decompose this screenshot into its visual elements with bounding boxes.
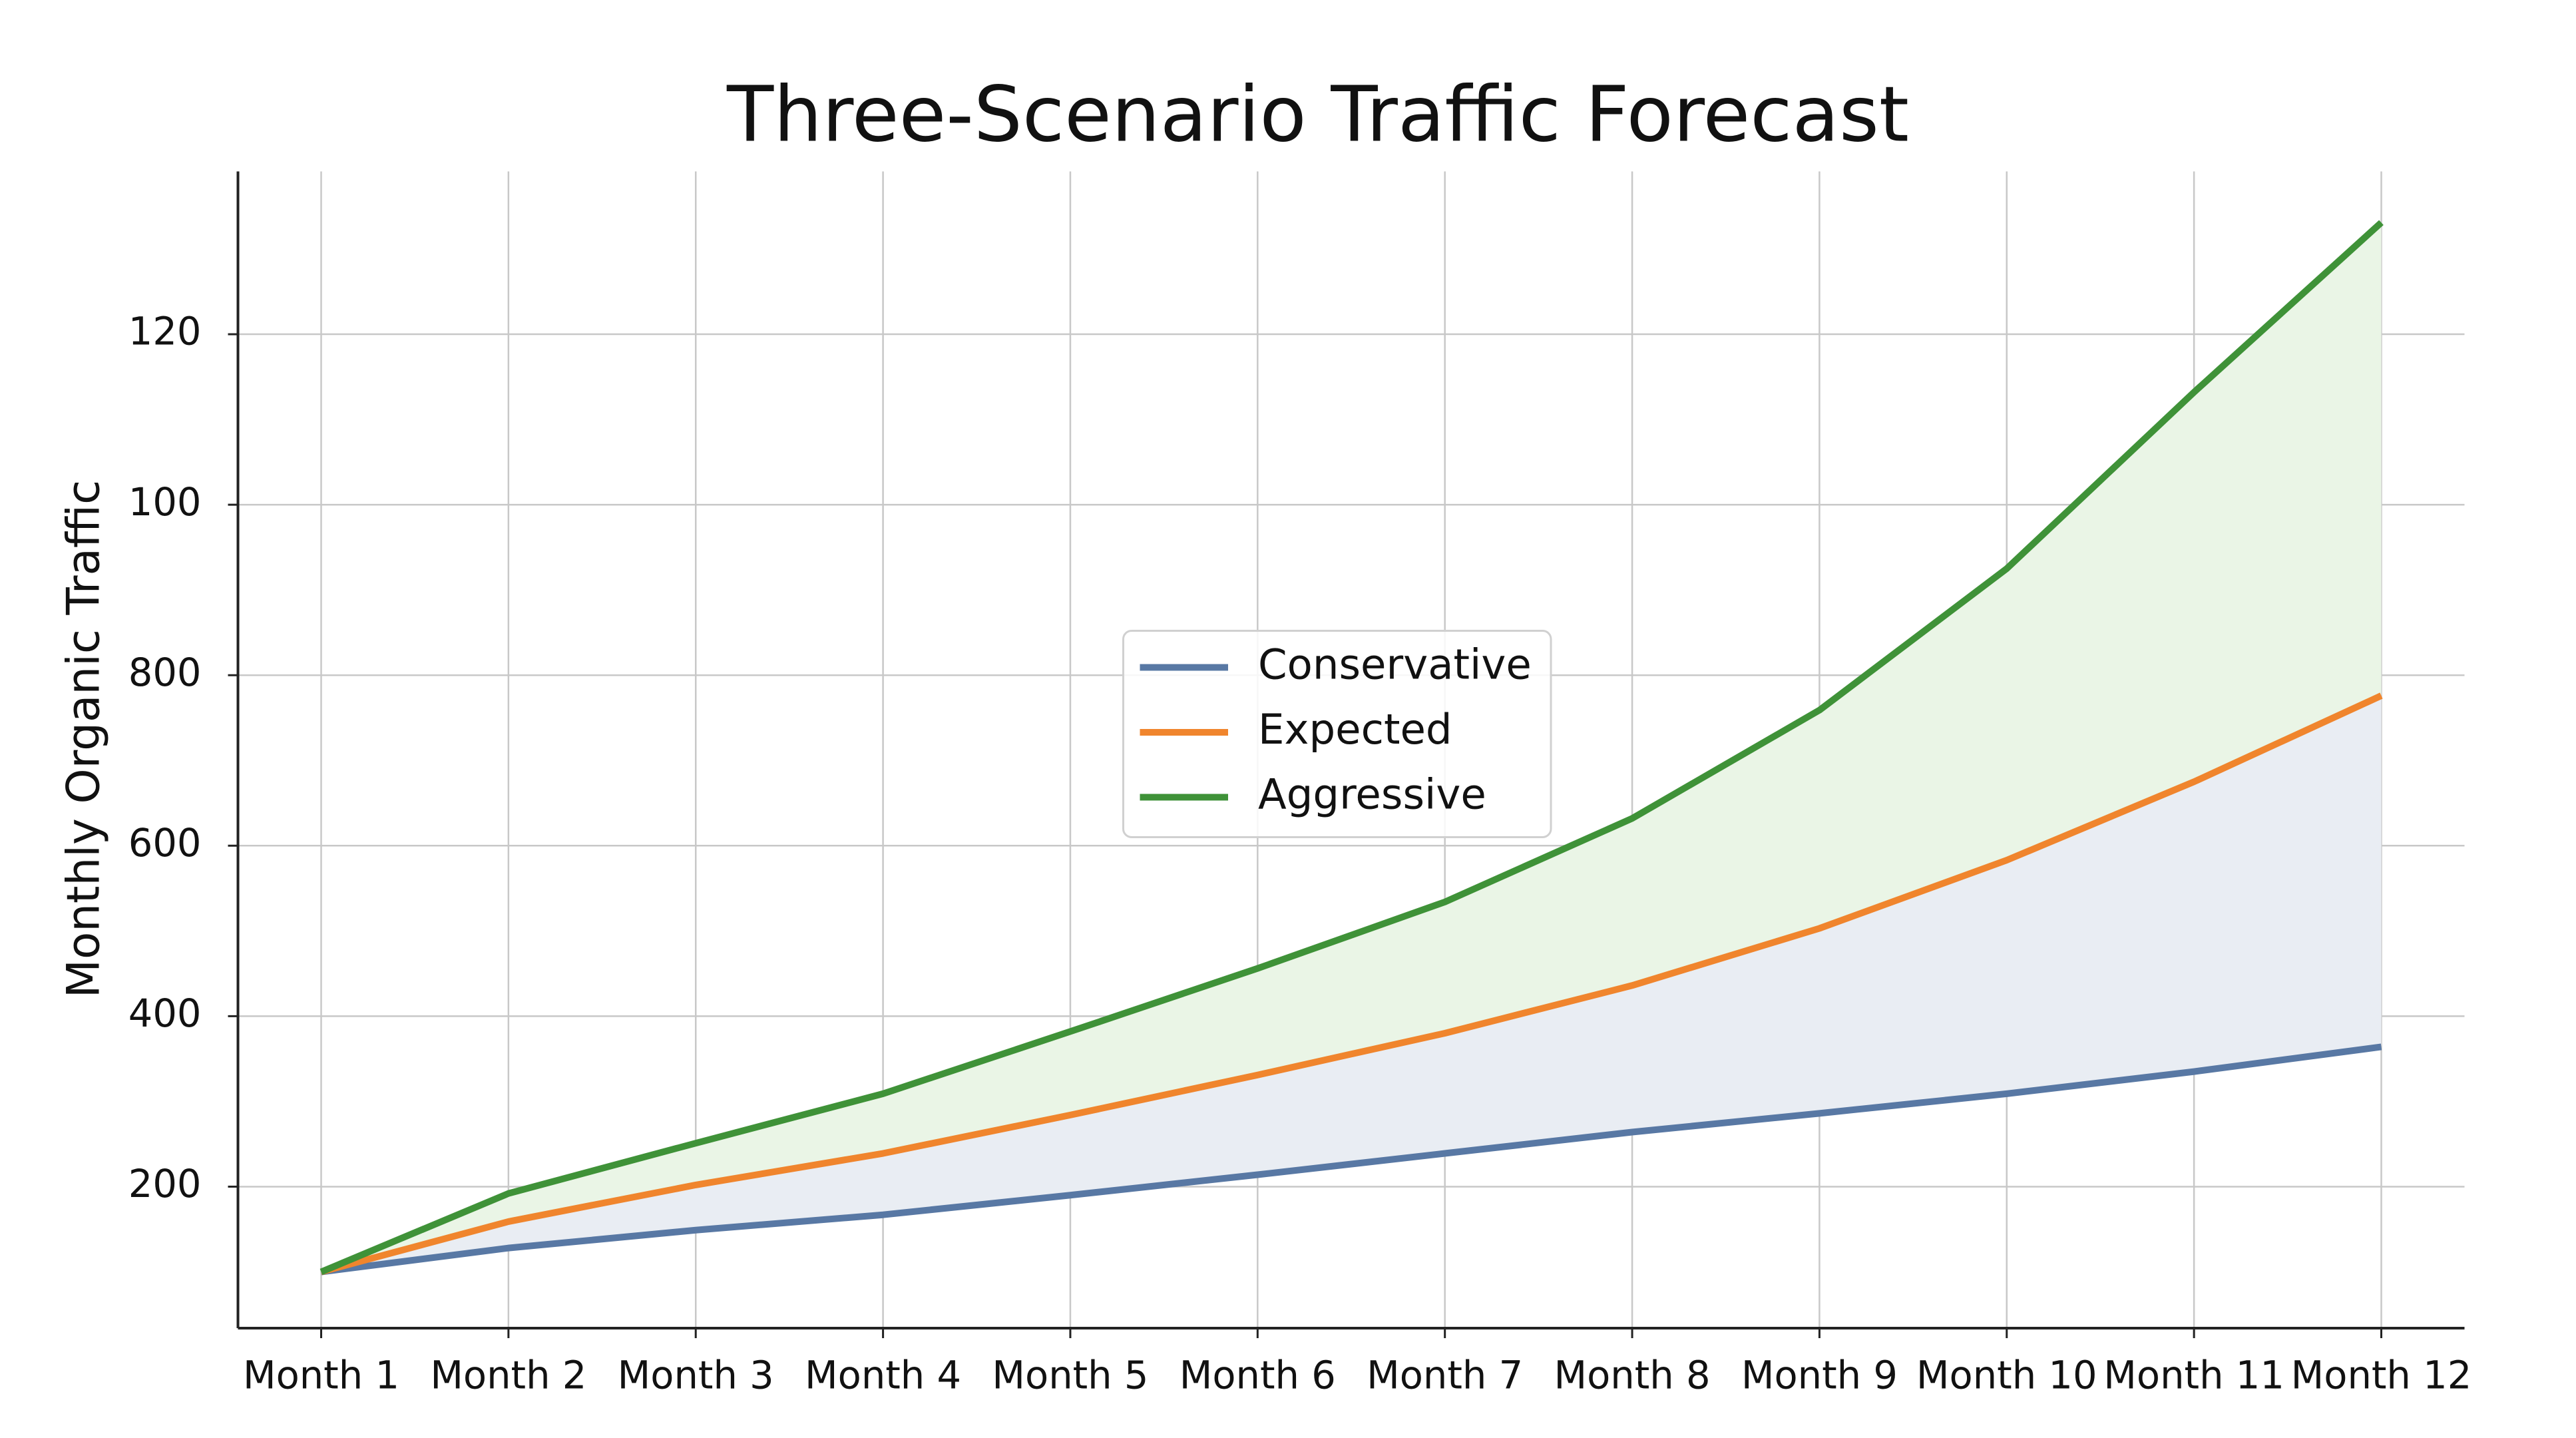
- legend-label: Expected: [1258, 705, 1452, 754]
- y-tick-label: 600: [128, 821, 202, 865]
- y-tick-label: 400: [128, 991, 202, 1036]
- x-tick-label: Month 9: [1741, 1353, 1898, 1398]
- legend-label: Aggressive: [1258, 770, 1486, 819]
- x-tick-label: Month 6: [1180, 1353, 1336, 1398]
- chart-title: Three-Scenario Traffic Forecast: [726, 71, 1909, 160]
- y-axis-label: Monthly Organic Traffic: [57, 480, 110, 999]
- x-tick-label: Month 5: [992, 1353, 1148, 1398]
- y-tick-label: 100: [128, 480, 202, 525]
- x-tick-label: Month 2: [430, 1353, 586, 1398]
- x-tick-label: Month 12: [2291, 1353, 2472, 1398]
- y-tick-label: 800: [128, 650, 202, 695]
- legend-box: [1122, 630, 1552, 838]
- x-tick-label: Month 4: [805, 1353, 961, 1398]
- y-tick-label: 200: [128, 1162, 202, 1206]
- fill-area: [321, 222, 2382, 1272]
- x-tick-label: Month 11: [2103, 1353, 2284, 1398]
- legend-label: Conservative: [1258, 640, 1532, 689]
- x-tick-label: Month 7: [1367, 1353, 1523, 1398]
- x-tick-label: Month 3: [618, 1353, 774, 1398]
- x-tick-label: Month 10: [1916, 1353, 2097, 1398]
- series-line: [320, 692, 2383, 1276]
- series-line: [320, 1043, 2382, 1276]
- x-tick-label: Month 8: [1554, 1353, 1710, 1398]
- series-line: [320, 220, 2384, 1276]
- y-tick-label: 120: [128, 310, 202, 354]
- fill-area: [321, 695, 2382, 1272]
- x-tick-label: Month 1: [243, 1353, 399, 1398]
